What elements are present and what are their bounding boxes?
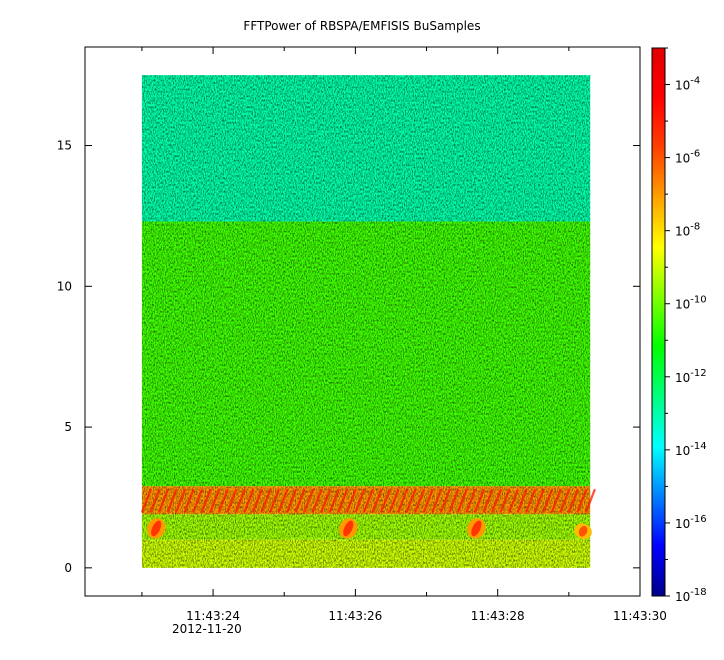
streak bbox=[439, 488, 451, 513]
streak bbox=[200, 488, 212, 513]
streak bbox=[567, 488, 579, 513]
streak bbox=[533, 488, 545, 513]
streak bbox=[311, 488, 323, 513]
streak bbox=[217, 488, 229, 513]
streak bbox=[508, 488, 520, 513]
streak bbox=[251, 488, 263, 513]
streak bbox=[226, 488, 238, 513]
colorbar-tick-label: 10-12 bbox=[675, 368, 707, 385]
streak bbox=[584, 488, 596, 513]
burst bbox=[574, 523, 592, 540]
streak bbox=[422, 488, 434, 513]
streak bbox=[277, 488, 289, 513]
colorbar-fill bbox=[652, 48, 665, 596]
streak bbox=[209, 488, 221, 513]
y-tick-label: 5 bbox=[64, 420, 72, 434]
chart-title: FFTPower of RBSPA/EMFISIS BuSamples bbox=[243, 19, 480, 33]
colorbar-tick-label: 10-4 bbox=[675, 76, 700, 93]
streak bbox=[414, 488, 426, 513]
streak bbox=[482, 488, 494, 513]
streak bbox=[337, 488, 349, 513]
streak bbox=[516, 488, 528, 513]
colorbar-frame bbox=[651, 47, 666, 597]
streak bbox=[286, 488, 298, 513]
burst-core bbox=[578, 525, 588, 537]
x-tick-label: 11:43:28 bbox=[471, 609, 525, 623]
streak bbox=[166, 488, 178, 513]
burst-core bbox=[343, 520, 354, 537]
streak bbox=[405, 488, 417, 513]
streak bbox=[448, 488, 460, 513]
band-texture bbox=[141, 539, 591, 568]
colorbar-tick-label: 10-6 bbox=[675, 149, 700, 166]
streak bbox=[183, 488, 195, 513]
streak bbox=[157, 488, 170, 513]
x-tick-label: 11:43:26 bbox=[328, 609, 382, 623]
x-tick-label: 11:43:24 bbox=[186, 609, 240, 623]
streak bbox=[388, 488, 400, 513]
streak bbox=[354, 488, 366, 513]
y-tick-label: 10 bbox=[57, 279, 72, 293]
streak bbox=[234, 488, 246, 513]
x-tick-label: 11:43:30 bbox=[613, 609, 667, 623]
colorbar-tick-label: 10-14 bbox=[675, 441, 707, 458]
burst-core bbox=[471, 520, 482, 537]
streak bbox=[499, 488, 511, 513]
streak bbox=[362, 488, 374, 513]
streak bbox=[550, 488, 562, 513]
streak bbox=[328, 488, 340, 513]
streak bbox=[576, 488, 588, 513]
x-axis: 11:43:24 11:43:26 11:43:28 11:43:30 bbox=[141, 47, 667, 623]
burst bbox=[146, 518, 166, 539]
streak bbox=[268, 488, 281, 513]
spectrogram-band bbox=[141, 221, 591, 487]
band-texture bbox=[141, 514, 591, 540]
streak bbox=[456, 488, 468, 513]
streak bbox=[243, 488, 255, 513]
y-axis: 0 5 10 15 bbox=[57, 139, 640, 575]
colorbar-ticks: 10-18 10-16 10-14 10-12 10-10 10-8 10-6 10-4 bbox=[665, 47, 707, 604]
spectrogram-band bbox=[141, 486, 591, 515]
streak bbox=[303, 488, 315, 513]
streak bbox=[379, 488, 392, 513]
spectrogram-band bbox=[141, 75, 591, 222]
streak bbox=[260, 488, 272, 513]
streak bbox=[397, 488, 409, 513]
streak bbox=[431, 488, 443, 513]
burst bbox=[338, 518, 358, 539]
band-texture bbox=[141, 221, 591, 487]
y-tick-label: 15 bbox=[57, 139, 72, 153]
spectrogram bbox=[140, 75, 596, 568]
spectrogram-band bbox=[141, 539, 591, 568]
streak bbox=[525, 488, 537, 513]
band-texture bbox=[141, 75, 591, 222]
colorbar-tick-label: 10-8 bbox=[675, 222, 700, 239]
burst bbox=[467, 518, 486, 539]
streak bbox=[149, 488, 161, 513]
colorbar-tick-label: 10-16 bbox=[675, 514, 707, 531]
burst-core bbox=[151, 520, 162, 537]
streak bbox=[175, 488, 187, 513]
x-date-label: 2012-11-20 bbox=[172, 622, 242, 636]
streak bbox=[473, 488, 485, 513]
streak bbox=[490, 488, 503, 513]
colorbar-tick-label: 10-18 bbox=[675, 587, 707, 604]
spectrogram-band bbox=[141, 514, 591, 540]
streak bbox=[294, 488, 306, 513]
streak bbox=[192, 488, 204, 513]
streak bbox=[465, 488, 477, 513]
y-tick-label: 0 bbox=[64, 561, 72, 575]
streak bbox=[320, 488, 332, 513]
streak bbox=[345, 488, 357, 513]
streak bbox=[371, 488, 383, 513]
emission-streaks bbox=[140, 488, 596, 513]
colorbar-tick-label: 10-10 bbox=[675, 295, 707, 312]
streak bbox=[140, 488, 152, 513]
streak bbox=[542, 488, 554, 513]
colorbar: 10-18 10-16 10-14 10-12 10-10 10-8 10-6 10-4 bbox=[651, 47, 707, 604]
streak bbox=[559, 488, 571, 513]
